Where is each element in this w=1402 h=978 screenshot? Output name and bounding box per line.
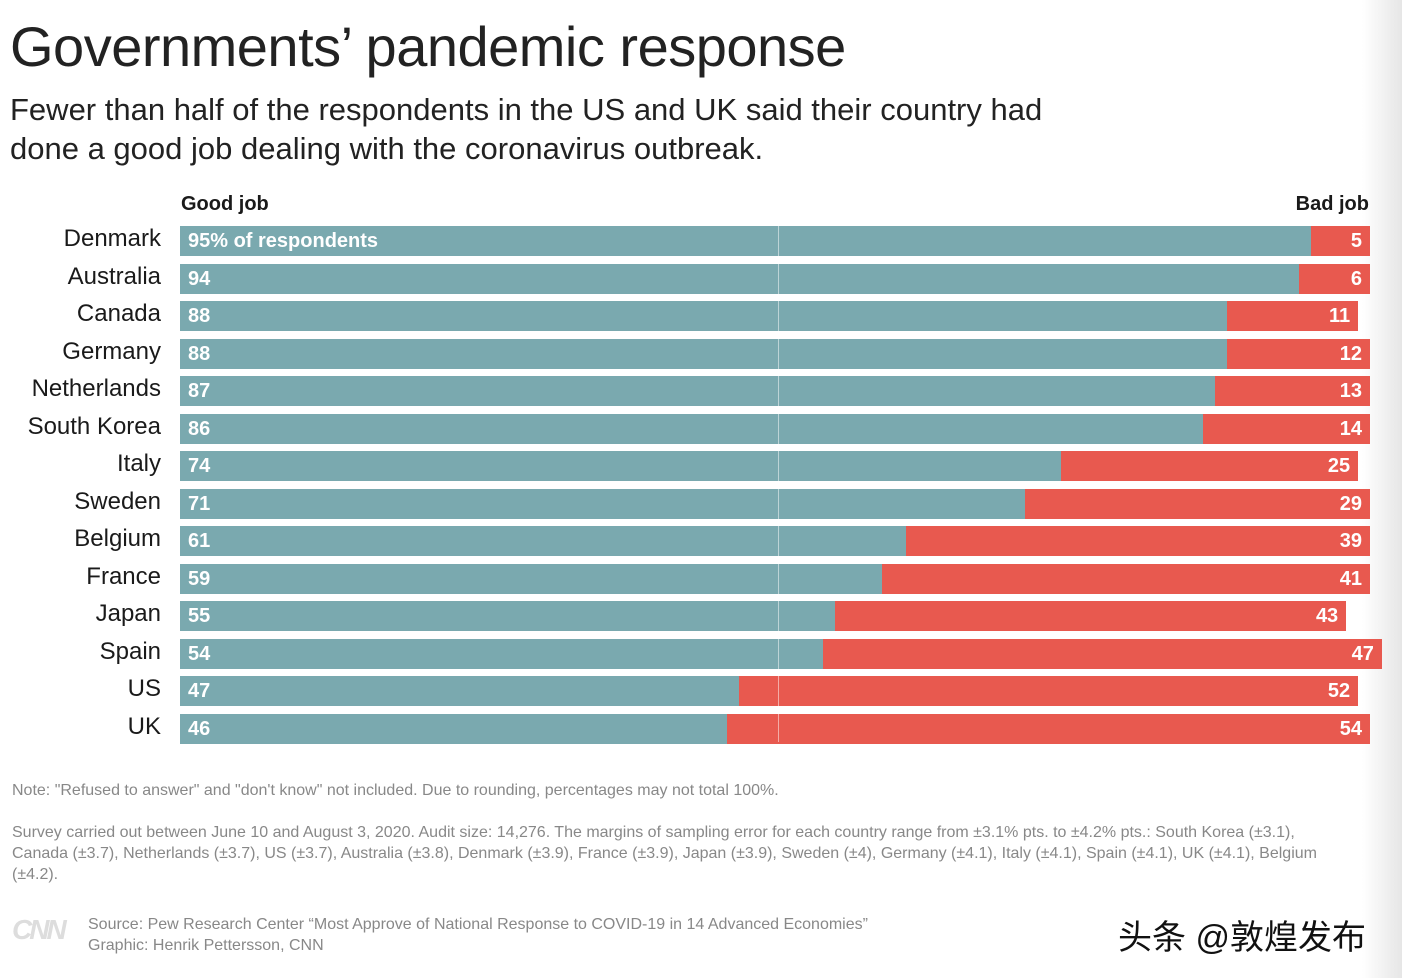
good-value-label: 74	[188, 455, 211, 477]
good-value-label: 95% of respondents	[188, 230, 379, 252]
good-job-bar	[180, 413, 1204, 444]
bad-value-label: 14	[1339, 417, 1362, 440]
good-value-label: 59	[188, 567, 211, 590]
good-value-label: 71	[188, 492, 211, 515]
bad-job-bar	[1060, 451, 1359, 481]
watermark: 头条 @敦煌发布	[1118, 919, 1366, 957]
chart-subtitle: Fewer than half of the respondents in th…	[10, 92, 1043, 166]
bad-job-bar	[1215, 376, 1370, 406]
good-value-label: 86	[188, 417, 211, 440]
good-value-label: 88	[188, 305, 211, 327]
bad-job-bar	[727, 713, 1370, 744]
good-job-bar	[180, 526, 906, 556]
country-label: France	[86, 562, 161, 590]
good-job-bar	[180, 301, 1228, 331]
midline	[778, 226, 779, 742]
bad-value-label: 5	[1350, 230, 1362, 252]
bad-job-bar	[1310, 226, 1370, 256]
good-value-label: 54	[188, 642, 211, 665]
bad-value-label: 47	[1351, 642, 1374, 665]
good-job-bar	[180, 601, 835, 631]
good-job-bar	[180, 376, 1216, 406]
bad-value-label: 52	[1327, 680, 1351, 702]
graphic-credit: Graphic: Henrik Pettersson, CNN	[88, 937, 324, 954]
good-value-label: 47	[188, 680, 211, 702]
good-job-bar	[180, 713, 728, 744]
country-label: Canada	[76, 300, 161, 327]
good-value-label: 61	[188, 530, 211, 552]
source-text: Source: Pew Research Center “Most Approv…	[88, 916, 868, 933]
bad-job-bar	[1203, 413, 1370, 444]
legend-good-job: Good job	[181, 193, 269, 215]
good-job-bar	[180, 263, 1299, 294]
country-label: Germany	[62, 337, 161, 365]
good-value-label: 87	[188, 380, 211, 402]
country-label: Denmark	[63, 225, 161, 252]
good-value-label: 46	[188, 717, 211, 740]
bad-job-bar	[905, 526, 1370, 556]
bad-job-bar	[1298, 263, 1370, 294]
country-label: Belgium	[74, 525, 161, 552]
country-label: Sweden	[74, 487, 161, 515]
bad-value-label: 41	[1339, 567, 1362, 590]
note-text: Note: "Refused to answer" and "don't kno…	[12, 782, 779, 799]
bad-value-label: 11	[1328, 305, 1351, 327]
bad-job-bar	[1227, 301, 1359, 331]
bad-value-label: 13	[1339, 380, 1362, 402]
survey-text: Survey carried out between June 10 and A…	[12, 824, 1317, 883]
good-value-label: 94	[188, 267, 211, 290]
good-job-bar	[180, 451, 1061, 481]
bad-job-bar	[1024, 488, 1370, 519]
bad-value-label: 54	[1339, 717, 1362, 740]
bad-job-bar	[739, 676, 1359, 706]
bad-value-label: 29	[1339, 492, 1362, 515]
bad-value-label: 43	[1315, 605, 1339, 627]
good-job-bar	[180, 226, 1311, 256]
country-label: Spain	[99, 637, 161, 665]
country-label: Netherlands	[31, 375, 161, 402]
country-label: South Korea	[27, 412, 161, 440]
bad-job-bar	[822, 638, 1382, 669]
chart-title: Governments’ pandemic response	[10, 15, 846, 78]
country-label: US	[127, 675, 161, 702]
good-job-bar	[180, 563, 883, 594]
bad-value-label: 12	[1339, 342, 1362, 365]
bad-job-bar	[1227, 338, 1370, 369]
legend-bad-job: Bad job	[1295, 193, 1369, 215]
country-label: Australia	[67, 262, 161, 290]
country-label: Japan	[95, 600, 161, 627]
bad-value-label: 39	[1339, 530, 1362, 552]
good-job-bar	[180, 676, 740, 706]
country-label: UK	[127, 712, 161, 740]
good-value-label: 55	[188, 605, 211, 627]
good-job-bar	[180, 338, 1228, 369]
stacked-bar-chart: Denmark 95% of respondents 5 Australia 94 6 Ca…	[27, 225, 1382, 744]
good-job-bar	[180, 488, 1025, 519]
cnn-logo: CNN	[12, 914, 67, 945]
country-label: Italy	[116, 450, 161, 477]
bad-job-bar	[834, 601, 1347, 631]
good-job-bar	[180, 638, 823, 669]
bad-value-label: 25	[1327, 455, 1351, 477]
bad-value-label: 6	[1350, 267, 1362, 290]
good-value-label: 88	[188, 342, 211, 365]
bad-job-bar	[882, 563, 1370, 594]
